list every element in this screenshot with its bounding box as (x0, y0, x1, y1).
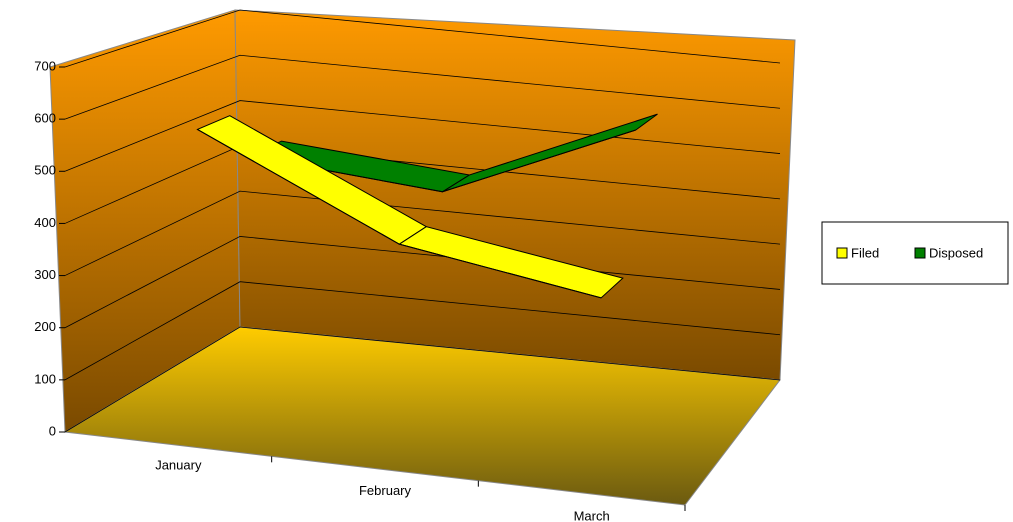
y-tick-label: 300 (34, 267, 56, 282)
grid-line (64, 326, 781, 433)
grid-line (64, 190, 781, 276)
grid-line (64, 54, 781, 120)
y-tick-label: 100 (34, 371, 56, 386)
legend: Filed Disposed (821, 221, 1009, 285)
y-tick-label: 400 (34, 215, 56, 230)
y-tick-label: 500 (34, 163, 56, 178)
series-line (197, 128, 602, 299)
legend-label: Filed (851, 245, 879, 260)
x-tick-label: February (359, 483, 412, 498)
legend-label: Disposed (929, 245, 983, 260)
grid-line (64, 9, 781, 68)
x-tick-label: January (155, 458, 202, 473)
y-tick-label: 700 (34, 58, 56, 73)
legend-swatch (836, 247, 848, 259)
x-tick-label: March (574, 508, 610, 522)
legend-swatch (914, 247, 926, 259)
grid-line (64, 281, 781, 381)
y-tick-label: 0 (49, 423, 56, 438)
y-tick-label: 600 (34, 111, 56, 126)
y-tick-label: 200 (34, 319, 56, 334)
